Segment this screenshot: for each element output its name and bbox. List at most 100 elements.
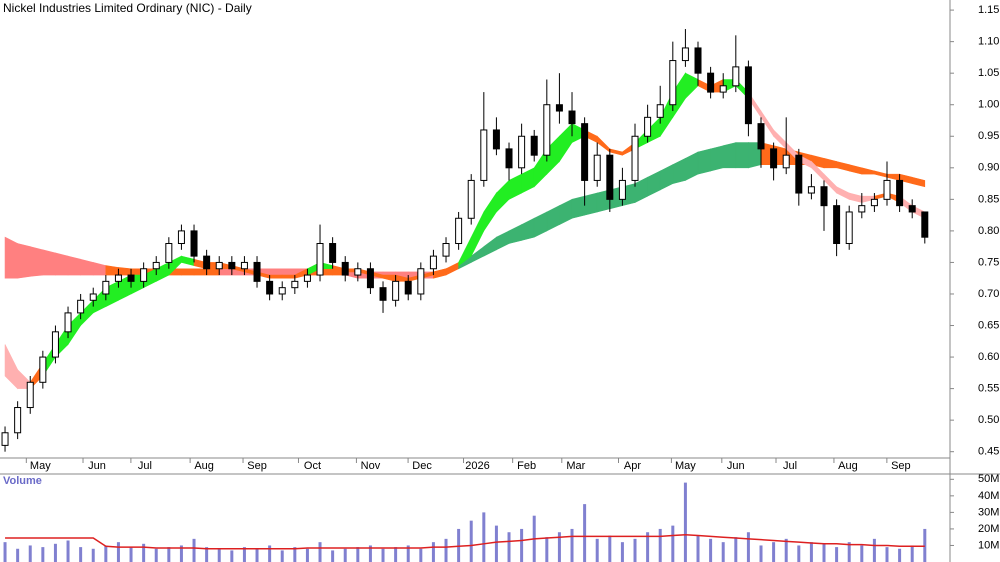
volume-bar [242,547,246,562]
candle-body [669,60,677,106]
band-segment [697,148,711,175]
volume-bar [696,535,700,562]
volume-bar [545,537,549,562]
candle-body [177,230,185,245]
volume-bar [457,528,461,562]
y-tick-label: 0.65 [978,319,999,331]
candle-body [215,261,223,270]
volume-bar [444,538,448,562]
candle-body [417,268,425,295]
candle-body [165,243,173,263]
candle-body [883,179,891,200]
candle-body [442,243,450,257]
volume-bar [671,525,675,562]
candle-body [253,261,261,282]
candle-body [555,104,563,112]
volume-bar [406,545,410,562]
volume-bar [910,545,914,562]
candle-body [833,205,841,245]
volume-bar [431,542,435,562]
candle-body [266,280,274,295]
candle-body [140,268,148,282]
candle-body [870,198,878,207]
volume-bar [734,537,738,562]
candle-body [366,268,374,289]
volume-bar [658,528,662,562]
volume-bar [66,540,70,562]
candle-body [429,255,437,270]
band-segment [17,243,31,279]
y-tick-label: 1.10 [978,36,999,48]
volume-bar [419,548,423,562]
x-tick-label: Jun [727,460,745,472]
candle-body [921,211,929,238]
candle-body [14,407,22,434]
candle-body [39,356,47,383]
volume-bar [482,512,486,562]
volume-bar [116,542,120,562]
band-segment [55,252,69,276]
candle-body [568,110,576,125]
volume-bar [923,528,927,562]
volume-bar [394,547,398,562]
volume-bar [633,538,637,562]
y-tick-label: 0.80 [978,225,999,237]
candle-body [732,66,740,87]
candle-body [329,243,337,263]
candle-body [51,331,59,358]
volume-bar [3,542,7,562]
x-tick-label: Feb [517,460,536,472]
x-tick-label: Oct [304,460,321,472]
volume-bar [230,550,234,562]
candle-body [820,186,828,207]
y-tick-label: 30M [978,506,999,518]
y-tick-label: 10M [978,539,999,551]
candle-body [240,261,248,270]
volume-bar [129,547,133,562]
candle-body [593,154,601,181]
volume-bar [255,548,259,562]
volume-bar [847,542,851,562]
candle-body [518,135,526,169]
volume-bar [343,548,347,562]
y-tick-label: 0.50 [978,414,999,426]
volume-bar [104,545,108,562]
candle-body [1,432,9,446]
volume-bar [280,550,284,562]
x-tick-label: Dec [412,460,432,472]
y-tick-label: 1.05 [978,67,999,79]
band-segment [911,176,926,188]
y-tick-label: 1.15 [978,4,999,16]
volume-bar [28,545,32,562]
volume-bar [41,547,45,562]
candle-body [770,148,778,169]
band-segment [67,255,81,276]
x-tick-label: Sep [891,460,911,472]
volume-bar [520,528,524,562]
candle-body [581,123,589,181]
candle-body [404,280,412,295]
x-tick-label: Jul [138,460,152,472]
candle-body [341,261,349,276]
candle-body [896,179,904,207]
candle-body [392,280,400,301]
x-tick-label: Aug [838,460,858,472]
volume-bar [797,545,801,562]
candle-body [467,179,475,219]
x-tick-label: Mar [566,460,585,472]
volume-bar [268,545,272,562]
volume-bar [872,538,876,562]
candle-body [492,129,500,150]
volume-bar [570,528,574,562]
volume-bar [746,532,750,562]
candle-body [64,312,72,333]
x-tick-label: Aug [194,460,214,472]
x-tick-label: Jun [88,460,106,472]
band-segment [584,192,598,216]
volume-bar [721,542,725,562]
volume-bar [772,542,776,562]
volume-bar [583,504,587,562]
x-tick-label: Sep [247,460,267,472]
volume-bar [507,532,511,562]
